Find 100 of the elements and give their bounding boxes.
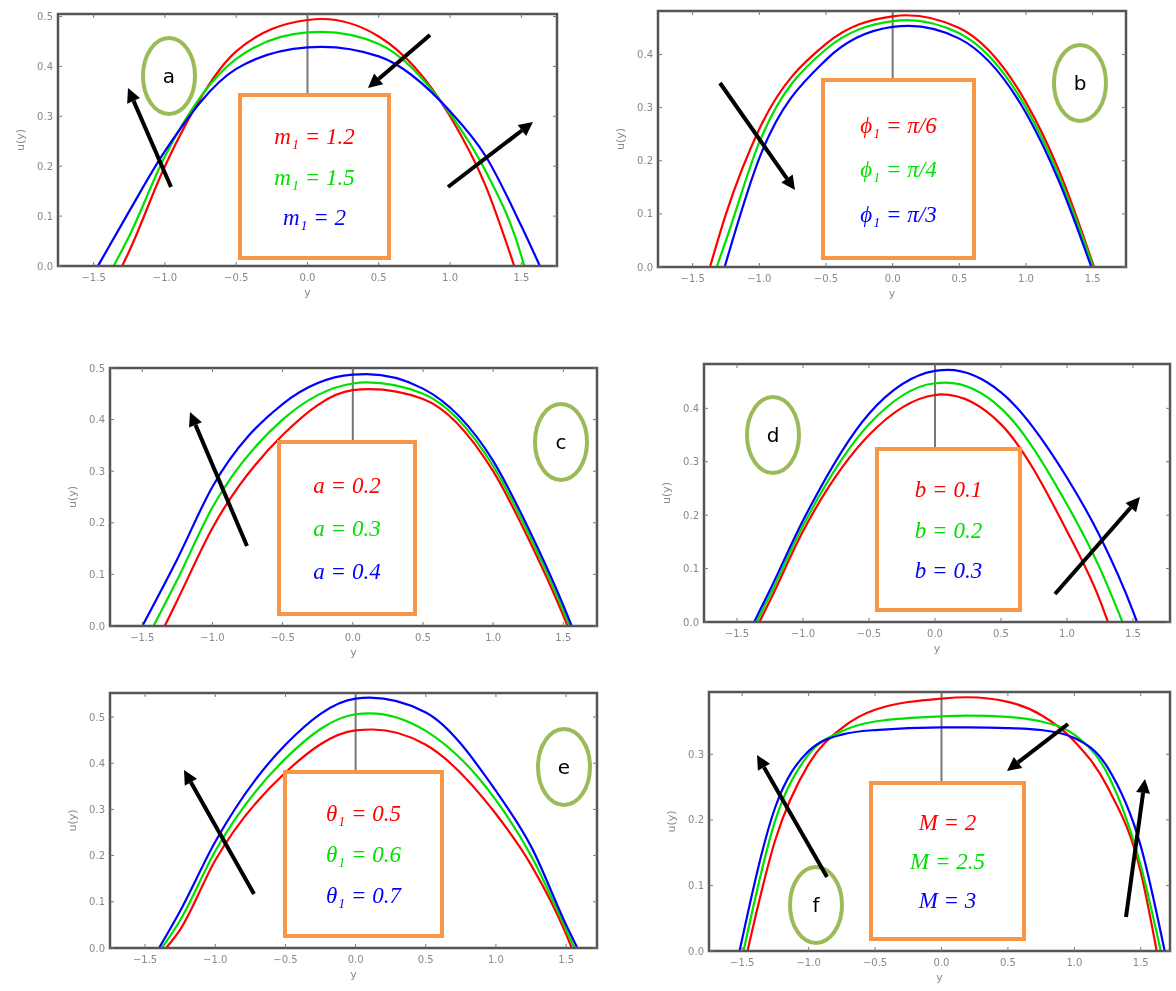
text: a = 0.2 — [313, 473, 381, 498]
y-axis-title: u(y) — [665, 810, 678, 833]
x-tick-label: 0.5 — [417, 954, 434, 965]
y-axis-title: u(y) — [66, 485, 79, 509]
text: θ₁ = 0.5 — [325, 801, 402, 826]
y-tick-label: 0.2 — [37, 160, 53, 172]
x-tick-label: 0.0 — [927, 628, 943, 639]
x-tick-label: 1.0 — [485, 632, 502, 643]
y-axis-title: u(y) — [614, 127, 627, 151]
annotation: b — [1073, 71, 1087, 95]
text: b = 0.1 — [914, 477, 983, 503]
text: m₁ = 1.2 — [274, 123, 355, 149]
annotation: e — [557, 755, 571, 779]
x-tick-label: 0.5 — [993, 628, 1009, 639]
annotation: a — [162, 64, 176, 88]
y-tick-label: 0.1 — [89, 896, 105, 908]
x-tick-label: −1.5 — [680, 273, 705, 284]
y-tick-label: 0.4 — [637, 49, 653, 61]
annotation: f — [812, 893, 821, 917]
x-tick-label: −0.5 — [270, 632, 295, 643]
x-tick-label: −1.5 — [132, 954, 158, 965]
x-tick-label: −1.5 — [730, 957, 755, 968]
x-axis-title: y — [888, 287, 896, 300]
text: m₁ = 1.5 — [274, 164, 355, 190]
y-tick-label: 0.0 — [688, 945, 704, 957]
x-axis-title: y — [936, 971, 944, 984]
x-tick-label: 1.5 — [555, 632, 572, 643]
x-axis-title: y — [304, 286, 312, 299]
y-tick-label: 0.2 — [89, 517, 105, 529]
y-tick-label: 0.3 — [89, 465, 105, 477]
y-tick-label: 0.1 — [637, 208, 653, 220]
x-tick-label: 0.0 — [344, 632, 361, 643]
y-tick-label: 0.0 — [37, 260, 53, 272]
x-tick-label: 1.0 — [442, 272, 459, 283]
y-tick-label: 0.5 — [37, 11, 53, 22]
y-tick-label: 0.4 — [683, 402, 699, 414]
y-tick-label: 0.0 — [637, 261, 653, 273]
text: M = 2 — [917, 810, 977, 835]
text: b = 0.3 — [914, 557, 983, 583]
x-tick-label: 1.0 — [488, 954, 504, 965]
y-tick-label: 0.5 — [89, 362, 105, 374]
y-tick-label: 0.5 — [89, 711, 105, 723]
x-tick-label: 1.5 — [1084, 273, 1101, 284]
text: ϕ₁ = π/4 — [860, 157, 937, 182]
x-tick-label: −0.5 — [813, 273, 839, 284]
y-tick-label: 0.1 — [688, 879, 704, 891]
y-tick-label: 0.3 — [688, 748, 704, 760]
y-tick-label: 0.2 — [89, 850, 105, 862]
text: θ₁ = 0.7 — [325, 883, 403, 908]
x-tick-label: 0.0 — [884, 273, 901, 284]
text: a = 0.4 — [313, 559, 381, 584]
annotation: d — [766, 423, 780, 447]
y-tick-label: 0.3 — [683, 456, 699, 468]
x-tick-label: −0.5 — [856, 628, 882, 639]
y-tick-label: 0.3 — [37, 110, 53, 122]
x-tick-label: −0.5 — [273, 954, 298, 965]
x-tick-label: −0.5 — [224, 272, 249, 283]
y-tick-label: 0.0 — [683, 616, 699, 628]
x-tick-label: −1.0 — [747, 273, 772, 284]
x-tick-label: −1.0 — [200, 632, 225, 643]
x-tick-label: 1.5 — [513, 272, 530, 283]
x-tick-label: 0.5 — [415, 632, 431, 643]
x-axis-title: y — [350, 968, 358, 981]
x-tick-label: −1.0 — [203, 954, 228, 965]
y-tick-label: 0.1 — [683, 563, 699, 575]
y-tick-label: 0.0 — [89, 942, 105, 954]
x-tick-label: 1.0 — [1066, 957, 1083, 968]
x-tick-label: −1.0 — [796, 957, 821, 968]
x-tick-label: 1.0 — [1018, 273, 1034, 284]
x-tick-label: 0.0 — [299, 272, 316, 283]
x-tick-label: −1.5 — [724, 628, 750, 639]
x-tick-label: 1.5 — [1132, 957, 1149, 968]
x-tick-label: −1.0 — [790, 628, 816, 639]
y-tick-label: 0.3 — [89, 803, 105, 815]
y-tick-label: 0.2 — [637, 155, 653, 167]
text: m₁ = 2 — [282, 205, 347, 231]
x-tick-label: −0.5 — [862, 957, 888, 968]
x-tick-label: −1.5 — [130, 632, 155, 643]
x-tick-label: 0.5 — [370, 272, 387, 283]
y-tick-label: 0.1 — [89, 568, 105, 580]
y-tick-label: 0.2 — [683, 509, 699, 521]
x-axis-title: y — [933, 642, 941, 655]
x-tick-label: 1.5 — [558, 954, 575, 965]
y-tick-label: 0.4 — [37, 60, 53, 72]
x-axis-title: y — [350, 646, 358, 659]
text: M = 2.5 — [909, 849, 985, 874]
y-axis-title: u(y) — [660, 481, 673, 505]
y-tick-label: 0.2 — [688, 814, 704, 826]
text: M = 3 — [917, 888, 977, 913]
y-tick-label: 0.4 — [89, 414, 105, 426]
text: b = 0.2 — [914, 517, 983, 543]
x-tick-label: 0.5 — [951, 273, 968, 284]
text: ϕ₁ = π/6 — [860, 112, 938, 138]
x-tick-label: 0.0 — [933, 957, 950, 968]
y-axis-title: u(y) — [14, 128, 27, 152]
x-tick-label: −1.5 — [81, 272, 106, 283]
x-tick-label: −1.0 — [152, 272, 178, 283]
text: ϕ₁ = π/3 — [860, 201, 937, 227]
text: a = 0.3 — [313, 516, 381, 541]
y-tick-label: 0.3 — [637, 102, 653, 114]
